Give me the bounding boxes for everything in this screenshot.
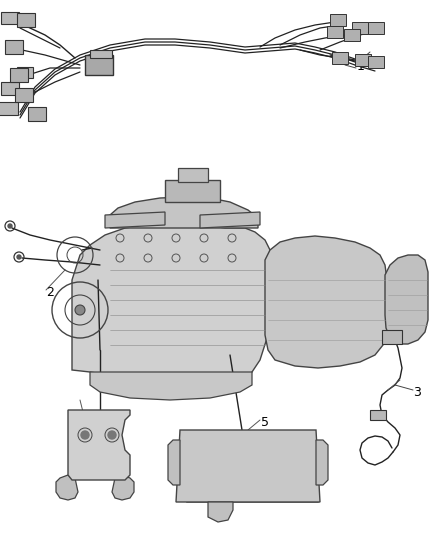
Text: 2: 2 <box>46 286 54 298</box>
Polygon shape <box>56 475 78 500</box>
Circle shape <box>108 431 116 439</box>
Polygon shape <box>112 475 134 500</box>
Bar <box>1 12 19 24</box>
Bar <box>165 180 220 202</box>
Polygon shape <box>168 440 180 485</box>
Polygon shape <box>200 212 260 228</box>
Bar <box>368 56 384 68</box>
Circle shape <box>75 305 85 315</box>
Bar <box>332 52 348 64</box>
Bar <box>382 330 402 344</box>
Bar <box>352 22 368 34</box>
Circle shape <box>17 255 21 259</box>
Bar <box>330 14 346 26</box>
Circle shape <box>81 431 89 439</box>
Bar <box>10 68 28 82</box>
Bar <box>344 29 360 41</box>
Bar <box>90 50 112 58</box>
Bar <box>28 107 46 121</box>
Bar <box>1 82 19 95</box>
Bar <box>85 55 113 75</box>
Bar <box>327 26 343 38</box>
Text: 5: 5 <box>261 416 269 430</box>
Text: 1: 1 <box>357 60 365 72</box>
Bar <box>178 168 208 182</box>
Polygon shape <box>105 212 165 228</box>
Polygon shape <box>68 410 130 480</box>
Text: 4: 4 <box>85 416 93 429</box>
Circle shape <box>8 224 12 228</box>
Text: 3: 3 <box>413 386 421 400</box>
Bar <box>368 22 384 34</box>
Polygon shape <box>208 502 233 522</box>
Polygon shape <box>385 255 428 344</box>
Polygon shape <box>316 440 328 485</box>
Bar <box>15 88 33 102</box>
Bar <box>17 67 33 78</box>
Bar <box>355 54 371 66</box>
Polygon shape <box>265 236 387 368</box>
Bar <box>5 40 23 54</box>
Bar <box>370 410 386 420</box>
Polygon shape <box>90 372 252 400</box>
Polygon shape <box>110 197 258 228</box>
Polygon shape <box>72 222 272 395</box>
Bar <box>0 102 18 115</box>
Bar <box>17 13 35 27</box>
Polygon shape <box>176 430 320 502</box>
